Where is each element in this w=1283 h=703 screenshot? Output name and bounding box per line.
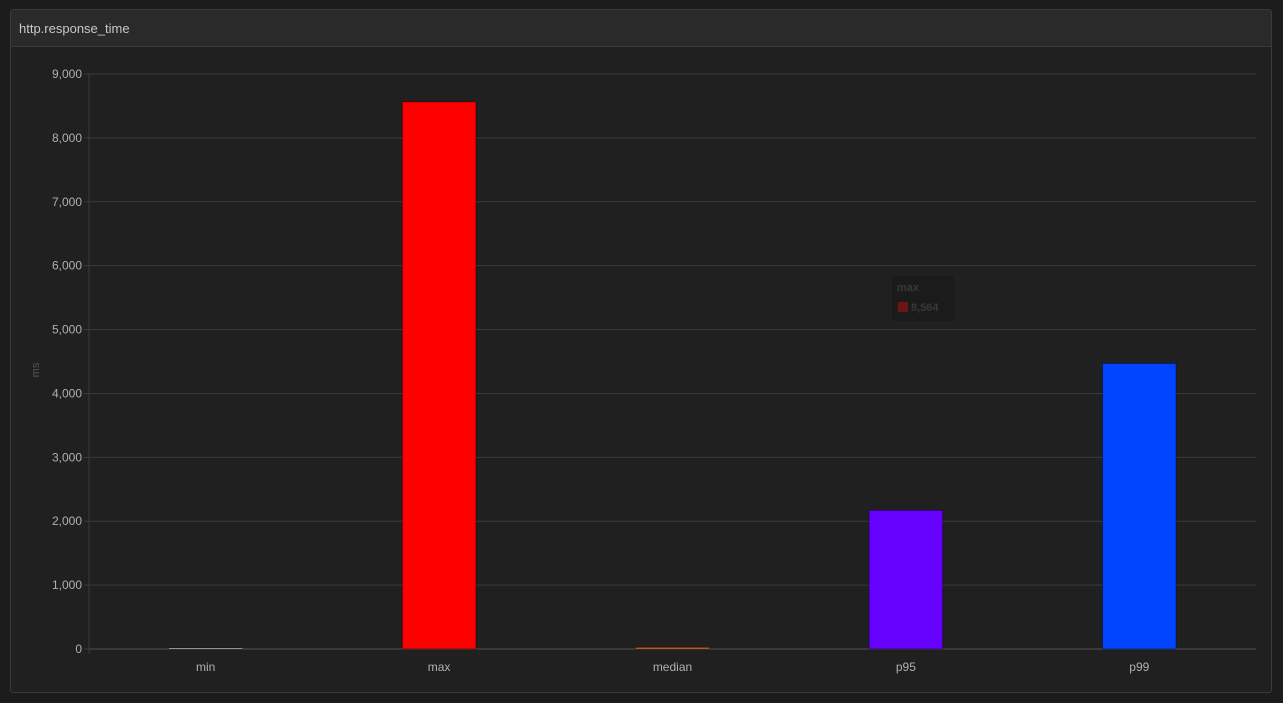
bar-p99[interactable] — [1102, 362, 1177, 650]
panel-header[interactable]: http.response_time — [11, 10, 1271, 47]
panel-title: http.response_time — [19, 20, 130, 36]
x-tick-label: p95 — [896, 660, 916, 674]
chart-area[interactable]: 0 1,000 2,000 3,000 4,000 5,000 6,000 7,000 8,00… — [11, 47, 1271, 692]
bars — [168, 101, 1177, 650]
y-tick-label: 3,000 — [52, 450, 82, 464]
x-axis: min max median p95 p99 — [196, 660, 1150, 674]
y-tick-label: 9,000 — [52, 67, 82, 81]
y-tick-label: 1,000 — [52, 578, 82, 592]
bar-chart[interactable]: 0 1,000 2,000 3,000 4,000 5,000 6,000 7,000 8,00… — [11, 47, 1271, 692]
y-tick-label: 0 — [75, 642, 82, 656]
x-tick-label: p99 — [1129, 660, 1149, 674]
y-tick-label: 7,000 — [52, 195, 82, 209]
y-tick-label: 5,000 — [52, 323, 82, 337]
tooltip: max 8,564 — [892, 276, 954, 321]
grid-lines — [89, 73, 1256, 650]
y-tick-label: 6,000 — [52, 259, 82, 273]
bar-min[interactable] — [168, 647, 243, 650]
y-tick-label: 8,000 — [52, 131, 82, 145]
y-axis: 0 1,000 2,000 3,000 4,000 5,000 6,000 7,000 8,00… — [52, 67, 90, 656]
y-axis-label: ms — [30, 362, 42, 377]
x-tick-label: min — [196, 660, 215, 674]
y-tick-label: 4,000 — [52, 386, 82, 400]
tooltip-value: 8,564 — [911, 302, 939, 314]
bar-median[interactable] — [635, 646, 710, 650]
bar-max[interactable] — [401, 101, 477, 650]
x-tick-label: max — [428, 660, 451, 674]
tooltip-background — [892, 276, 954, 321]
tooltip-swatch — [898, 302, 908, 312]
y-tick-label: 2,000 — [52, 514, 82, 528]
x-tick-label: median — [653, 660, 692, 674]
bar-p95[interactable] — [868, 509, 944, 650]
tooltip-series-label: max — [897, 282, 920, 294]
chart-panel: http.response_time 0 1,000 2,000 3,000 4,000… — [10, 9, 1272, 693]
